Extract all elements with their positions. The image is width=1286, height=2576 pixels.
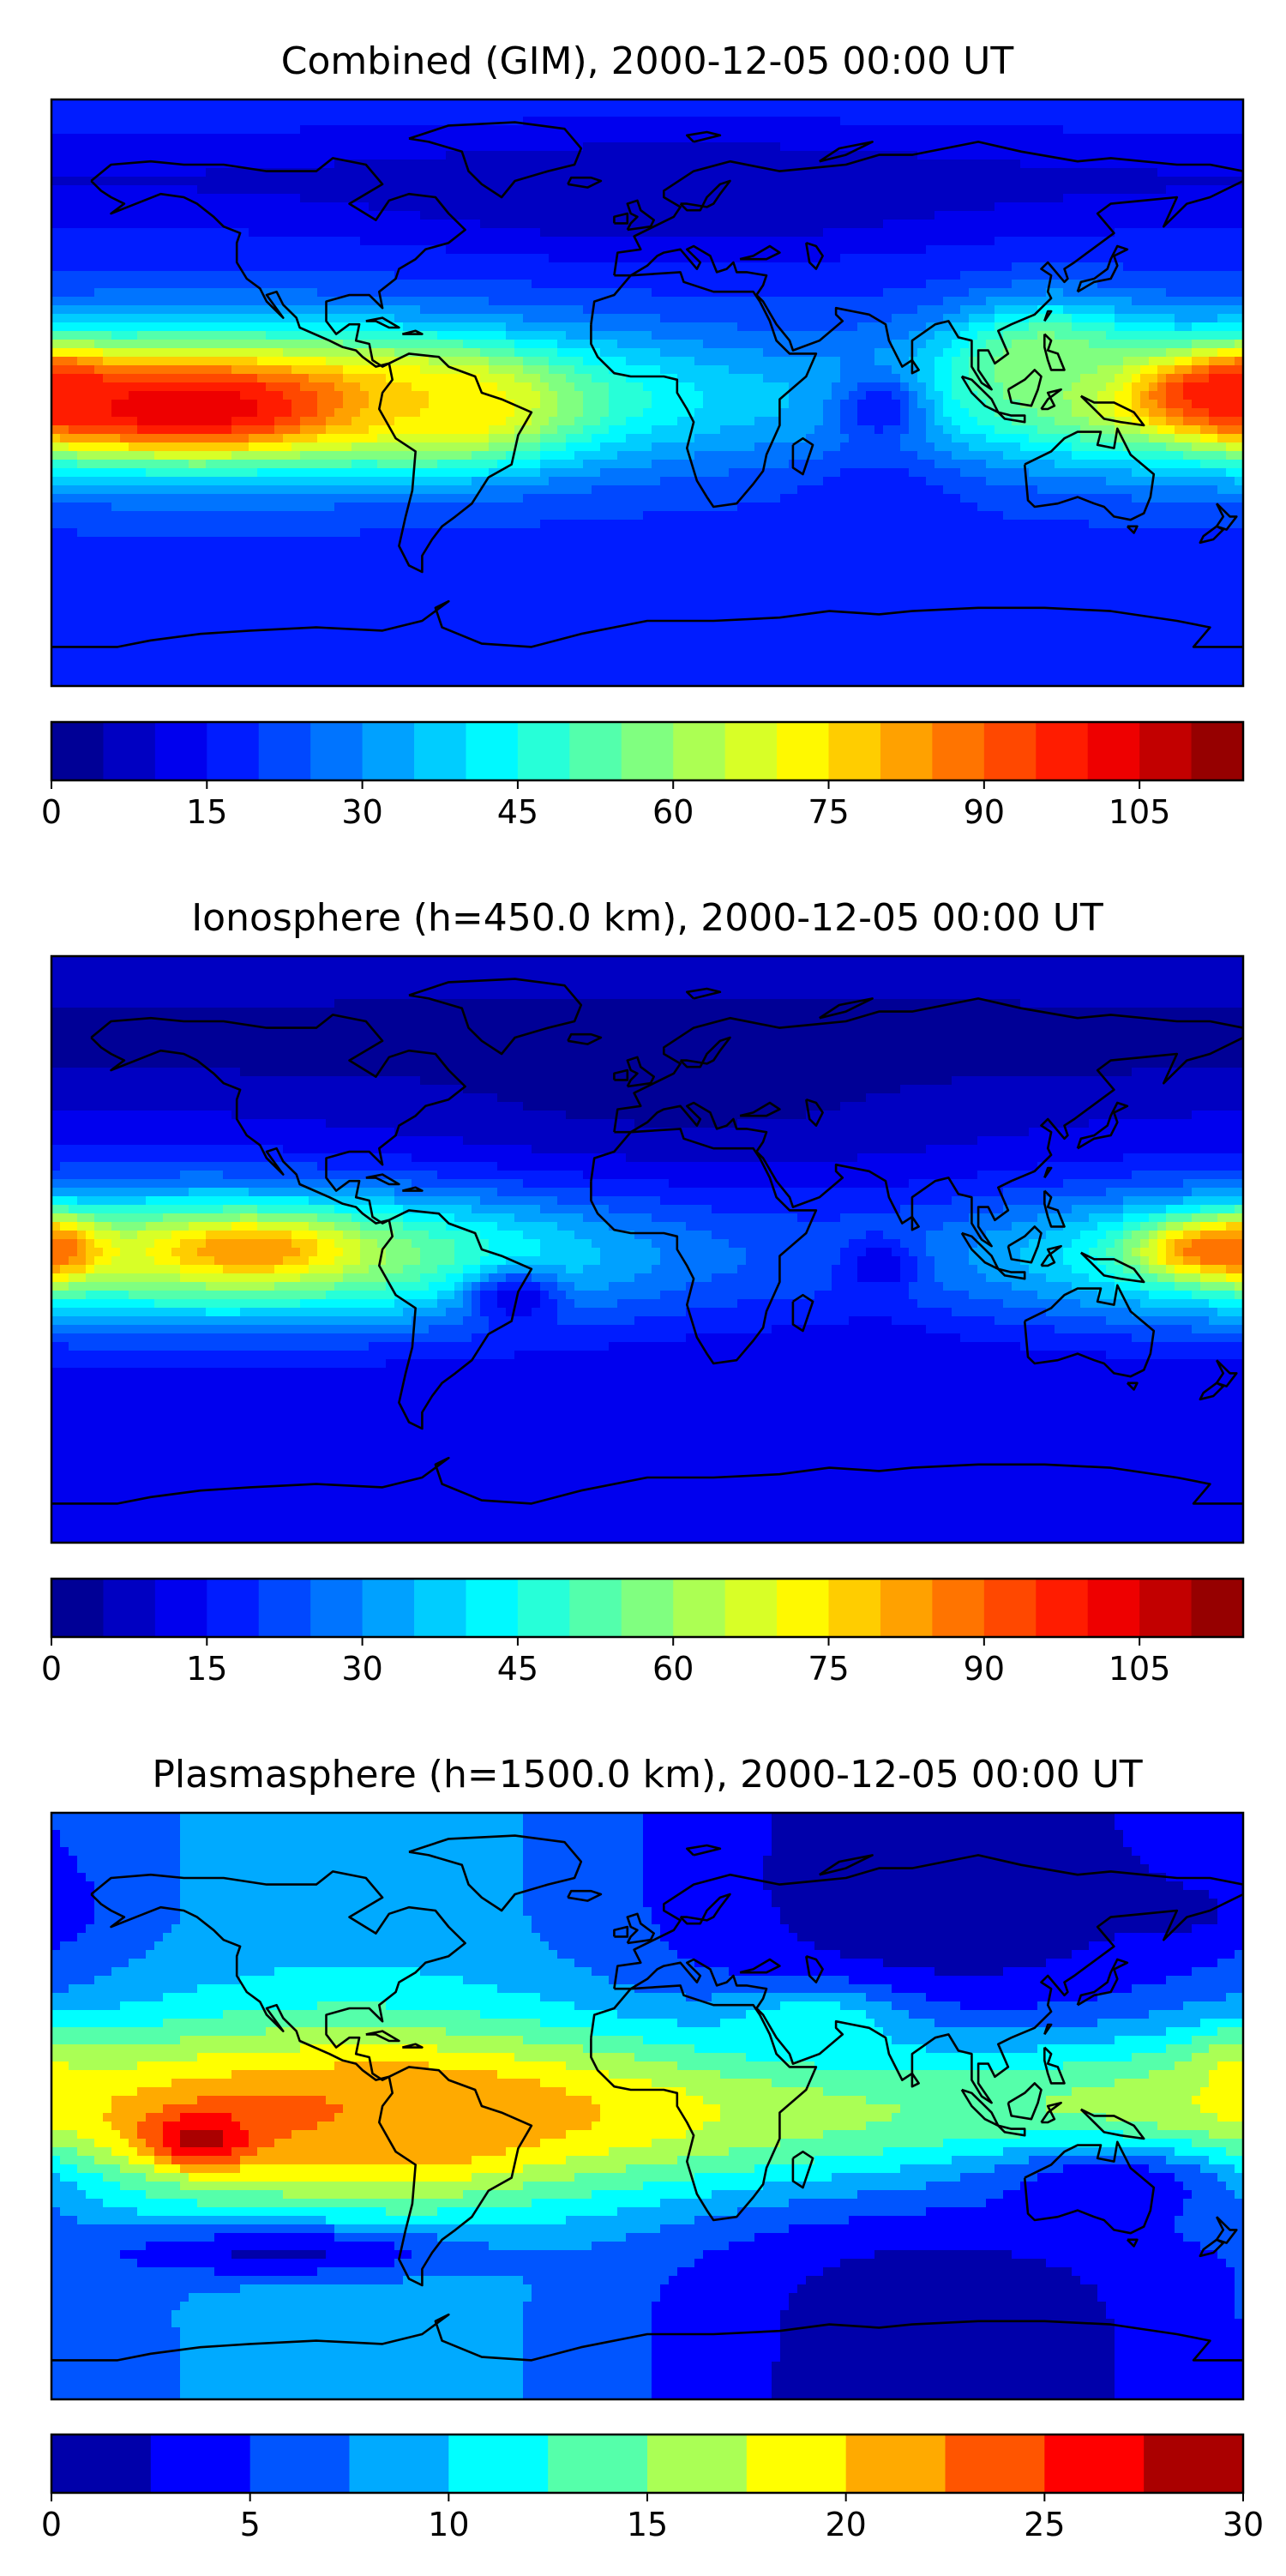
colorbar-band bbox=[984, 722, 1037, 780]
map-field bbox=[51, 99, 1244, 692]
colorbar-band bbox=[51, 1579, 104, 1637]
colorbar-band bbox=[207, 1579, 259, 1637]
colorbar-band bbox=[1036, 1579, 1088, 1637]
colorbar-band bbox=[250, 2435, 350, 2493]
colorbar-tick-label: 90 bbox=[964, 1650, 1005, 1688]
colorbar-tick-label: 60 bbox=[652, 1650, 694, 1688]
colorbar-band bbox=[310, 1579, 363, 1637]
colorbar-tick-label: 15 bbox=[186, 1650, 227, 1688]
panel-title: Plasmasphere (h=1500.0 km), 2000-12-05 0… bbox=[152, 1753, 1142, 1797]
colorbar-band bbox=[647, 2435, 747, 2493]
colorbar-band bbox=[1192, 1579, 1244, 1637]
colorbar-tick-label: 105 bbox=[1109, 1650, 1171, 1688]
colorbar-band bbox=[569, 1579, 622, 1637]
colorbar-band bbox=[363, 1579, 415, 1637]
colorbar-tick-label: 30 bbox=[1223, 2506, 1264, 2543]
colorbar-band bbox=[932, 1579, 984, 1637]
colorbar-band bbox=[777, 722, 829, 780]
colorbar-band bbox=[518, 1579, 570, 1637]
colorbar: 0 15 30 45 60 75 90 105 bbox=[41, 1579, 1244, 1688]
colorbar-band bbox=[151, 2435, 250, 2493]
colorbar-band bbox=[932, 722, 984, 780]
colorbar-band bbox=[310, 722, 363, 780]
colorbar-tick-label: 45 bbox=[497, 1650, 538, 1688]
colorbar-band bbox=[622, 1579, 674, 1637]
colorbar-tick-label: 30 bbox=[341, 1650, 382, 1688]
colorbar-band bbox=[51, 722, 104, 780]
colorbar-band bbox=[363, 722, 415, 780]
colorbar-band bbox=[1144, 2435, 1243, 2493]
colorbar-band bbox=[777, 1579, 829, 1637]
colorbar-band bbox=[350, 2435, 449, 2493]
colorbar-tick-label: 5 bbox=[240, 2506, 261, 2543]
colorbar-tick-label: 0 bbox=[41, 2506, 62, 2543]
colorbar-tick-label: 15 bbox=[627, 2506, 668, 2543]
colorbar-band bbox=[466, 722, 518, 780]
colorbar-band bbox=[1139, 722, 1192, 780]
colorbar-band bbox=[673, 1579, 725, 1637]
panel-2: Ionosphere (h=450.0 km), 2000-12-05 00:0… bbox=[41, 896, 1244, 1688]
map-field bbox=[51, 956, 1244, 1549]
colorbar-band bbox=[829, 722, 881, 780]
map-field bbox=[51, 1813, 1244, 2405]
colorbar-band bbox=[414, 722, 466, 780]
colorbar-tick-label: 60 bbox=[652, 793, 694, 831]
colorbar: 0 15 30 45 60 75 90 105 bbox=[41, 722, 1244, 831]
colorbar-band bbox=[880, 1579, 933, 1637]
colorbar: 0 5 10 15 20 25 30 bbox=[41, 2435, 1264, 2543]
colorbar-band bbox=[747, 2435, 846, 2493]
colorbar-tick-label: 15 bbox=[186, 793, 227, 831]
panel-3: Plasmasphere (h=1500.0 km), 2000-12-05 0… bbox=[41, 1753, 1264, 2543]
colorbar-band bbox=[155, 1579, 207, 1637]
colorbar-band bbox=[103, 722, 155, 780]
colorbar-band bbox=[155, 722, 207, 780]
colorbar-band bbox=[1036, 722, 1088, 780]
colorbar-band bbox=[518, 722, 570, 780]
colorbar-band bbox=[259, 722, 311, 780]
colorbar-band bbox=[1192, 722, 1244, 780]
colorbar-band bbox=[466, 1579, 518, 1637]
colorbar-tick-label: 20 bbox=[825, 2506, 866, 2543]
colorbar-band bbox=[1139, 1579, 1192, 1637]
colorbar-band bbox=[569, 722, 622, 780]
colorbar-band bbox=[1044, 2435, 1144, 2493]
panel-title: Ionosphere (h=450.0 km), 2000-12-05 00:0… bbox=[191, 896, 1103, 940]
panel-title: Combined (GIM), 2000-12-05 00:00 UT bbox=[281, 39, 1014, 83]
colorbar-band bbox=[548, 2435, 647, 2493]
colorbar-band bbox=[1088, 722, 1140, 780]
colorbar-tick-label: 90 bbox=[964, 793, 1005, 831]
colorbar-tick-label: 25 bbox=[1024, 2506, 1065, 2543]
colorbar-band bbox=[880, 722, 933, 780]
colorbar-tick-label: 30 bbox=[341, 793, 382, 831]
colorbar-band bbox=[103, 1579, 155, 1637]
colorbar-band bbox=[673, 722, 725, 780]
colorbar-tick-label: 45 bbox=[497, 793, 538, 831]
colorbar-band bbox=[414, 1579, 466, 1637]
colorbar-band bbox=[207, 722, 259, 780]
colorbar-band bbox=[448, 2435, 548, 2493]
colorbar-band bbox=[946, 2435, 1045, 2493]
colorbar-band bbox=[51, 2435, 151, 2493]
colorbar-band bbox=[829, 1579, 881, 1637]
colorbar-tick-label: 10 bbox=[428, 2506, 469, 2543]
colorbar-tick-label: 0 bbox=[41, 793, 62, 831]
colorbar-tick-label: 0 bbox=[41, 1650, 62, 1688]
panel-1: Combined (GIM), 2000-12-05 00:00 UT 0 15 30… bbox=[41, 39, 1244, 831]
colorbar-band bbox=[846, 2435, 946, 2493]
colorbar-tick-label: 105 bbox=[1109, 793, 1171, 831]
colorbar-band bbox=[984, 1579, 1037, 1637]
colorbar-band bbox=[622, 722, 674, 780]
colorbar-band bbox=[259, 1579, 311, 1637]
colorbar-tick-label: 75 bbox=[808, 1650, 849, 1688]
colorbar-tick-label: 75 bbox=[808, 793, 849, 831]
colorbar-band bbox=[725, 722, 778, 780]
colorbar-band bbox=[1088, 1579, 1140, 1637]
colorbar-band bbox=[725, 1579, 778, 1637]
